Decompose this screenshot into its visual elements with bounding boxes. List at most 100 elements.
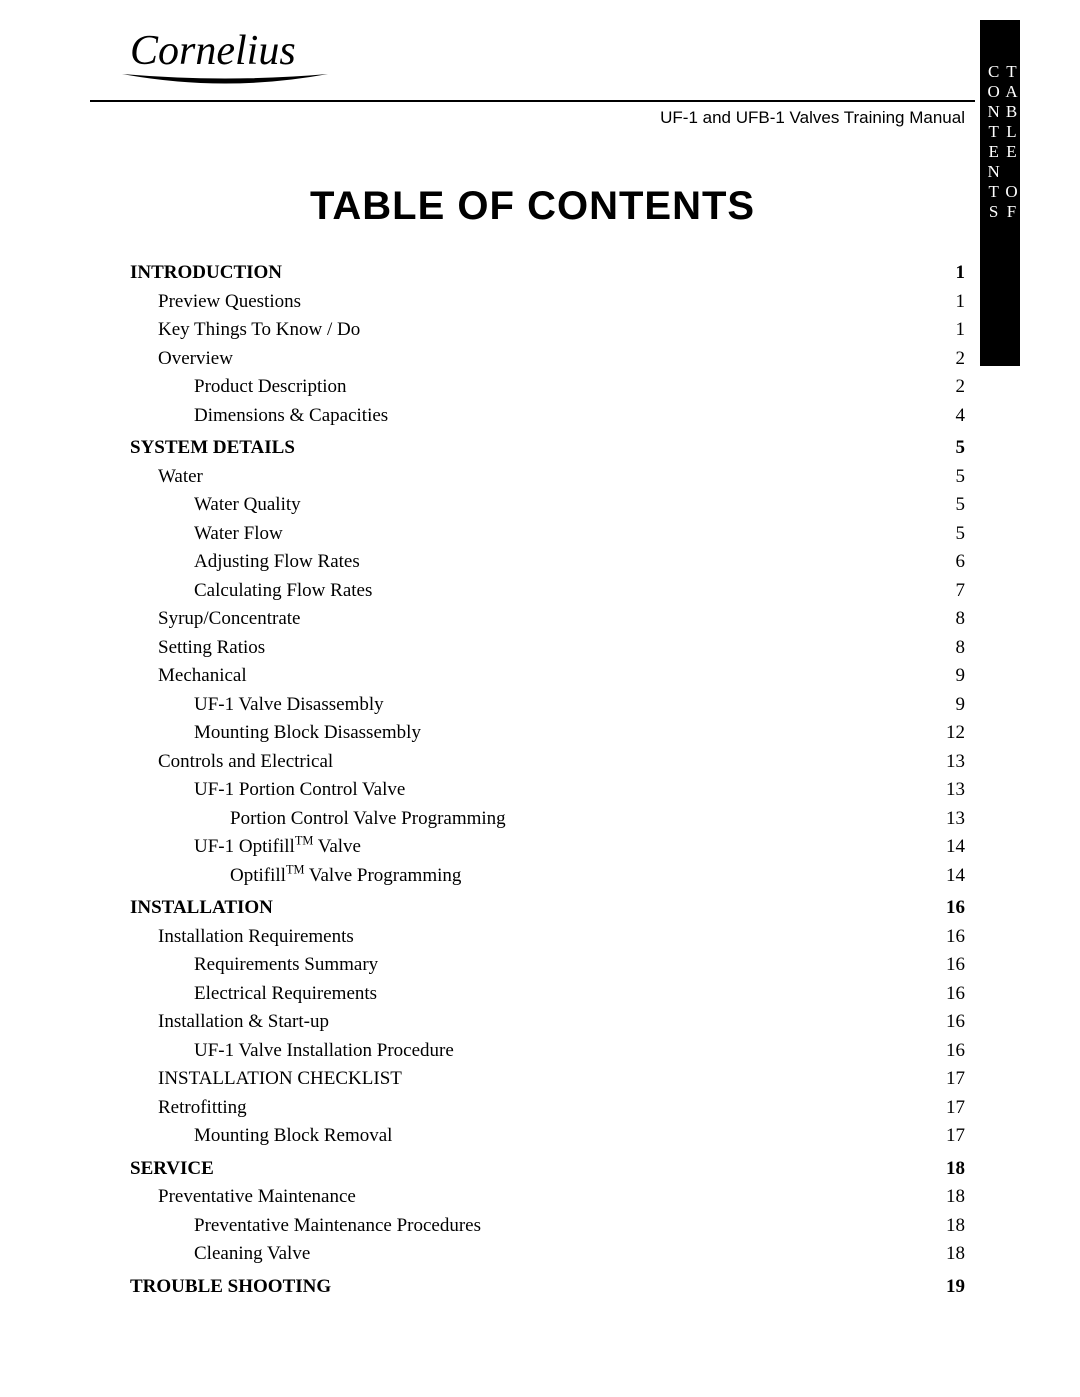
toc-entry-label: Installation & Start-up — [158, 1008, 329, 1037]
toc-entry-label: Mounting Block Disassembly — [194, 719, 421, 748]
toc-entry: Setting Ratios8 — [130, 634, 965, 663]
toc-entry-label: Mounting Block Removal — [194, 1122, 392, 1151]
toc-entry-label: Water Flow — [194, 520, 283, 549]
toc-entry-page: 18 — [936, 1183, 965, 1212]
toc-entry-label: Product Description — [194, 373, 347, 402]
toc-entry-page: 16 — [942, 1037, 965, 1066]
side-tab: TABLE OF CONTENTS — [980, 20, 1020, 366]
toc-entry-label: Overview — [158, 345, 233, 374]
toc-entry-label: UF-1 Portion Control Valve — [194, 776, 405, 805]
toc-entry-label: Preventative Maintenance — [158, 1183, 356, 1212]
toc-entry-label: Installation Requirements — [158, 923, 354, 952]
toc-entry: INSTALLATION 16 — [130, 894, 965, 923]
toc-entry: SYSTEM DETAILS 5 — [130, 434, 965, 463]
header: Cornelius UF-1 and UFB-1 Valves Training… — [90, 30, 975, 128]
toc-entry-label: Water — [158, 463, 203, 492]
toc-entry-page: 16 — [936, 1008, 965, 1037]
toc-entry-page: 8 — [946, 605, 966, 634]
toc-entry: Mounting Block Removal17 — [130, 1122, 965, 1151]
toc-entry-label: Water Quality — [194, 491, 301, 520]
toc-entry-page: 16 — [936, 923, 965, 952]
toc-entry: INTRODUCTION 1 — [130, 259, 965, 288]
toc-entry-page: 7 — [952, 577, 966, 606]
toc-entry: UF-1 Valve Disassembly 9 — [130, 691, 965, 720]
toc-entry-page: 13 — [936, 805, 965, 834]
toc-entry-page: 13 — [936, 748, 965, 777]
toc-entry: SERVICE18 — [130, 1155, 965, 1184]
toc-entry: Preventative Maintenance 18 — [130, 1183, 965, 1212]
toc-entry: UF-1 Portion Control Valve13 — [130, 776, 965, 805]
toc-entry-page: 16 — [936, 894, 965, 923]
toc-entry: Mechanical 9 — [130, 662, 965, 691]
toc-entry: Overview 2 — [130, 345, 965, 374]
toc-entry-label: SYSTEM DETAILS — [130, 434, 295, 463]
header-rule — [90, 100, 975, 102]
logo-swoosh-icon — [120, 71, 330, 89]
toc-entry-page: 16 — [942, 980, 965, 1009]
toc-entry-page: 18 — [942, 1240, 965, 1269]
toc-entry-label: Mechanical — [158, 662, 247, 691]
toc-entry-page: 14 — [936, 862, 965, 891]
toc-entry-page: 2 — [946, 345, 966, 374]
toc-entry-page: 14 — [942, 833, 965, 862]
toc-entry-label: INTRODUCTION — [130, 259, 282, 288]
toc-entry-page: 12 — [942, 719, 965, 748]
toc-entry-label: INSTALLATION — [130, 894, 273, 923]
toc-entry: Retrofitting17 — [130, 1094, 965, 1123]
toc-entry-page: 18 — [936, 1155, 965, 1184]
toc-entry-label: Electrical Requirements — [194, 980, 377, 1009]
toc-entry: TROUBLE SHOOTING 19 — [130, 1273, 965, 1302]
toc-entry-page: 5 — [946, 434, 966, 463]
manual-title: UF-1 and UFB-1 Valves Training Manual — [90, 108, 975, 128]
toc-entry: Controls and Electrical13 — [130, 748, 965, 777]
toc-entry: Key Things To Know / Do 1 — [130, 316, 965, 345]
toc-entry-page: 1 — [946, 316, 966, 345]
toc-title: TABLE OF CONTENTS — [90, 184, 975, 229]
toc-entry: OptifillTM Valve Programming14 — [130, 862, 965, 891]
toc-entry: Water5 — [130, 463, 965, 492]
logo-row: Cornelius — [90, 30, 975, 94]
toc-entry-page: 4 — [952, 402, 966, 431]
toc-entry: UF-1 Valve Installation Procedure 16 — [130, 1037, 965, 1066]
toc-entry-label: TROUBLE SHOOTING — [130, 1273, 331, 1302]
toc-entry-page: 2 — [952, 373, 966, 402]
toc-entry: Product Description 2 — [130, 373, 965, 402]
toc-entry-label: INSTALLATION CHECKLIST — [158, 1065, 402, 1094]
toc-entry: Installation Requirements 16 — [130, 923, 965, 952]
toc-entry-page: 6 — [952, 548, 966, 577]
toc-entry-label: Requirements Summary — [194, 951, 378, 980]
page: TABLE OF CONTENTS Cornelius UF-1 and UFB… — [0, 0, 1080, 1397]
toc-entry-label: UF-1 Valve Disassembly — [194, 691, 384, 720]
toc-entry: Adjusting Flow Rates6 — [130, 548, 965, 577]
toc-entry: Preventative Maintenance Procedures18 — [130, 1212, 965, 1241]
toc-entry-page: 9 — [952, 691, 966, 720]
toc-entry-label: Preventative Maintenance Procedures — [194, 1212, 481, 1241]
toc-entry: Calculating Flow Rates 7 — [130, 577, 965, 606]
toc-entry-page: 17 — [936, 1065, 965, 1094]
toc-entry-label: UF-1 Valve Installation Procedure — [194, 1037, 454, 1066]
toc-entry-page: 5 — [952, 520, 966, 549]
toc-entry-label: Portion Control Valve Programming — [230, 805, 506, 834]
toc-entry-page: 19 — [936, 1273, 965, 1302]
toc-entry-label: Key Things To Know / Do — [158, 316, 360, 345]
toc-entry-label: Calculating Flow Rates — [194, 577, 372, 606]
toc-entry: Dimensions & Capacities 4 — [130, 402, 965, 431]
toc-entry-label: UF-1 OptifillTM Valve — [194, 833, 361, 862]
toc-entry: Water Quality 5 — [130, 491, 965, 520]
toc-entry-page: 17 — [936, 1094, 965, 1123]
logo-block: Cornelius — [90, 30, 330, 94]
toc-entry: Syrup/Concentrate8 — [130, 605, 965, 634]
toc-entry-label: Preview Questions — [158, 288, 301, 317]
toc-entry: Preview Questions 1 — [130, 288, 965, 317]
toc-entry-page: 1 — [946, 259, 966, 288]
toc-entry: Mounting Block Disassembly 12 — [130, 719, 965, 748]
toc-entry: Requirements Summary 16 — [130, 951, 965, 980]
toc-entry-page: 5 — [952, 491, 966, 520]
toc-entry: INSTALLATION CHECKLIST 17 — [130, 1065, 965, 1094]
toc-entry-page: 16 — [942, 951, 965, 980]
toc-entry-page: 1 — [946, 288, 966, 317]
side-tab-label: TABLE OF CONTENTS — [984, 62, 1020, 366]
toc-entry-label: Dimensions & Capacities — [194, 402, 388, 431]
toc-entry-page: 9 — [946, 662, 966, 691]
toc-entry: Installation & Start-up 16 — [130, 1008, 965, 1037]
